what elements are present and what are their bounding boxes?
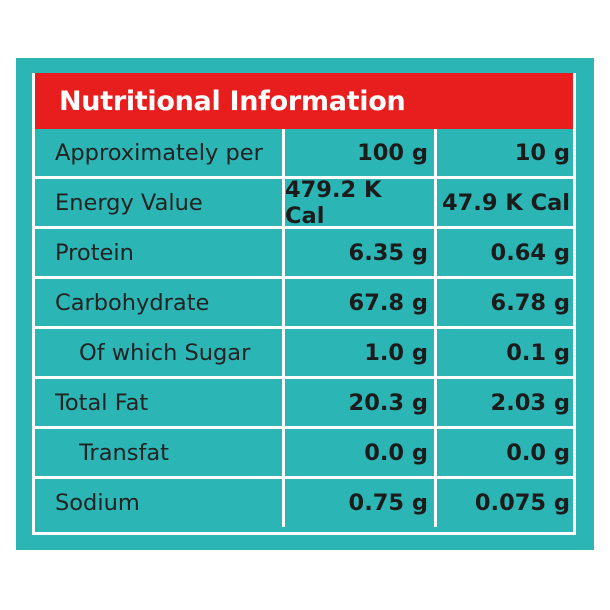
- table-row: Total Fat 20.3 g 2.03 g: [35, 379, 573, 429]
- row-value-10g: 0.0 g: [434, 429, 576, 476]
- table-row: Transfat 0.0 g 0.0 g: [35, 429, 573, 479]
- row-label: Protein: [55, 239, 134, 266]
- row-value-100g: 0.75 g: [282, 479, 434, 527]
- row-value-100g: 67.8 g: [282, 279, 434, 326]
- column-header-100g: 100 g: [282, 129, 434, 176]
- row-value-100g: 0.0 g: [282, 429, 434, 476]
- row-label: Total Fat: [55, 389, 149, 416]
- row-value-10g: 0.64 g: [434, 229, 576, 276]
- column-header-label: Approximately per: [55, 139, 263, 166]
- row-value-100g: 6.35 g: [282, 229, 434, 276]
- row-value-10g: 47.9 K Cal: [434, 179, 576, 226]
- table-row: Energy Value 479.2 K Cal 47.9 K Cal: [35, 177, 576, 229]
- table-row: Sodium 0.75 g 0.075 g: [35, 479, 573, 527]
- row-label: Energy Value: [55, 189, 203, 216]
- row-label: Sodium: [55, 490, 140, 516]
- column-header-row: Approximately per 100 g 10 g: [35, 129, 573, 179]
- table-title: Nutritional Information: [59, 85, 406, 117]
- row-value-100g: 1.0 g: [282, 329, 434, 376]
- row-value-10g: 0.1 g: [434, 329, 576, 376]
- column-header-10g: 10 g: [434, 129, 576, 176]
- nutrition-table: Nutritional Information Approximately pe…: [32, 73, 576, 535]
- table-row: Carbohydrate 67.8 g 6.78 g: [35, 279, 573, 329]
- row-label: Of which Sugar: [79, 339, 251, 366]
- row-value-100g: 479.2 K Cal: [282, 177, 434, 229]
- row-value-100g: 20.3 g: [282, 379, 434, 426]
- row-value-10g: 2.03 g: [434, 379, 576, 426]
- table-row: Protein 6.35 g 0.64 g: [35, 229, 573, 279]
- row-label: Carbohydrate: [55, 289, 210, 316]
- table-row: Of which Sugar 1.0 g 0.1 g: [35, 329, 573, 379]
- table-header: Nutritional Information: [35, 73, 573, 129]
- nutrition-panel: Nutritional Information Approximately pe…: [16, 58, 594, 550]
- table-body: Approximately per 100 g 10 g Energy Valu…: [35, 129, 573, 527]
- row-label: Transfat: [79, 439, 169, 466]
- row-value-10g: 0.075 g: [434, 479, 576, 527]
- row-value-10g: 6.78 g: [434, 279, 576, 326]
